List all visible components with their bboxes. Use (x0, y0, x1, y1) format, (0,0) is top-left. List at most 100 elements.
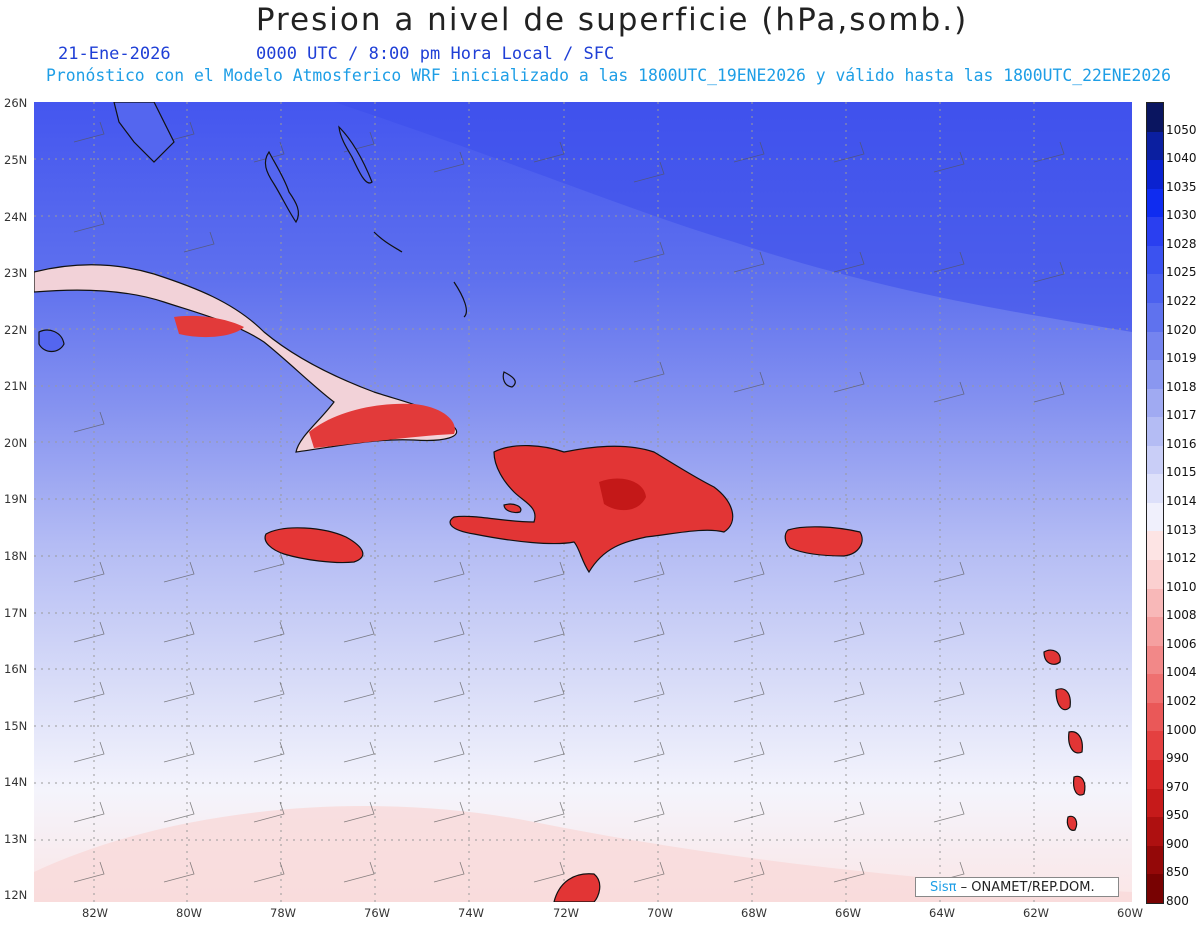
tortuga (503, 503, 522, 514)
colorbar-label: 1013 (1166, 522, 1197, 537)
lat-label: 15N (4, 719, 28, 733)
colorbar-label: 1006 (1166, 636, 1197, 651)
guadeloupe (1043, 649, 1061, 665)
colorbar-swatch (1147, 245, 1163, 275)
colorbar-swatch (1147, 160, 1163, 189)
colorbar-label: 1018 (1166, 379, 1197, 394)
colorbar-swatch (1147, 788, 1163, 818)
colorbar-swatch (1147, 674, 1163, 703)
colorbar-label: 1014 (1166, 494, 1197, 508)
lat-label: 13N (4, 832, 28, 846)
florida-land (113, 102, 175, 163)
lon-label: 68W (741, 906, 768, 920)
colorbar-swatch (1147, 560, 1163, 589)
colorbar-swatch (1147, 531, 1163, 560)
landmasses (34, 102, 1086, 902)
colorbar-label: 1030 (1166, 208, 1197, 223)
puerto-rico-land (784, 526, 863, 557)
colorbar-label: 1025 (1166, 265, 1197, 280)
lon-label: 78W (270, 906, 297, 920)
colorbar-swatch (1147, 502, 1163, 532)
colorbar-swatch (1147, 731, 1163, 760)
colorbar-label: 1020 (1166, 322, 1197, 337)
chart-title: Presion a nivel de superficie (hPa,somb.… (255, 2, 969, 38)
lon-label: 66W (835, 906, 862, 920)
colorbar-swatch (1147, 845, 1163, 875)
colorbar-label: 1035 (1166, 179, 1197, 194)
colorbar-swatch (1147, 617, 1163, 646)
colorbar-swatch (1147, 331, 1163, 361)
colorbar-swatch (1147, 388, 1163, 418)
lat-label: 18N (4, 549, 28, 563)
lat-label: 14N (4, 775, 28, 789)
lon-label: 70W (647, 906, 674, 920)
model-info: Pronóstico con el Modelo Atmosferico WRF… (46, 66, 1171, 85)
colorbar-label: 990 (1166, 751, 1189, 766)
colorbar-swatch (1147, 817, 1163, 846)
lon-label: 80W (176, 906, 203, 920)
colorbar-label: 800 (1166, 894, 1189, 908)
colorbar-swatch (1147, 588, 1163, 618)
st-lucia (1072, 775, 1086, 796)
brand-logo: Sisπ (930, 880, 957, 895)
colorbar-swatch (1147, 702, 1163, 732)
colorbar-swatch (1147, 474, 1163, 503)
colorbar-swatch (1147, 759, 1163, 789)
colorbar-label: 1015 (1166, 465, 1197, 480)
colorbar-swatch (1147, 645, 1163, 675)
date-label: 21-Ene-2026 (58, 44, 171, 64)
lat-label: 21N (4, 379, 28, 393)
colorbar-swatch (1147, 274, 1163, 303)
colorbar-swatch (1147, 302, 1163, 332)
lon-label: 72W (553, 906, 580, 920)
colorbar-label: 950 (1166, 808, 1189, 823)
colorbar-label: 1028 (1166, 236, 1197, 251)
turks-caicos (502, 371, 516, 388)
bahamas-d (453, 281, 467, 318)
bahamas-c (373, 231, 403, 253)
lat-label: 23N (4, 266, 28, 280)
lat-label: 24N (4, 210, 28, 224)
lat-label: 12N (4, 888, 28, 902)
colorbar-swatch (1147, 360, 1163, 389)
lat-label: 19N (4, 492, 28, 506)
venezuela-coast (553, 873, 601, 902)
lon-label: 60W (1117, 906, 1144, 920)
colorbar (1146, 102, 1164, 904)
dominica (1055, 688, 1071, 711)
colorbar-label: 1017 (1166, 408, 1197, 423)
colorbar-label: 900 (1166, 836, 1189, 851)
hispaniola-dark (599, 478, 646, 511)
colorbar-swatch (1147, 103, 1163, 132)
lat-label: 20N (4, 436, 28, 450)
lat-label: 26N (4, 96, 28, 110)
martinique (1068, 731, 1083, 754)
colorbar-swatch (1147, 217, 1163, 246)
cuba-red (174, 315, 455, 448)
colorbar-label: 970 (1166, 779, 1189, 794)
colorbar-label: 1002 (1166, 694, 1197, 708)
isla-juventud (38, 329, 65, 353)
lat-label: 25N (4, 153, 28, 167)
bahamas-b (338, 125, 373, 184)
lon-label: 64W (929, 906, 956, 920)
colorbar-swatch (1147, 417, 1163, 446)
colorbar-label: 850 (1166, 865, 1189, 880)
credit-box: Sisπ – ONAMET/REP.DOM. (915, 877, 1119, 897)
jamaica-land (264, 527, 364, 564)
colorbar-label: 1016 (1166, 436, 1197, 451)
colorbar-label: 1008 (1166, 608, 1197, 623)
hispaniola-land (449, 444, 734, 574)
bahamas-a (264, 150, 300, 224)
lon-label: 76W (364, 906, 391, 920)
colorbar-swatch (1147, 188, 1163, 218)
colorbar-label: 1004 (1166, 665, 1197, 680)
pressure-map (34, 102, 1132, 902)
wind-barbs (73, 121, 1065, 883)
st-vincent (1066, 815, 1078, 831)
lon-label: 74W (458, 906, 485, 920)
lon-label: 62W (1023, 906, 1050, 920)
colorbar-swatch (1147, 131, 1163, 161)
colorbar-label: 1010 (1166, 579, 1197, 594)
colorbar-label: 1000 (1166, 722, 1197, 737)
